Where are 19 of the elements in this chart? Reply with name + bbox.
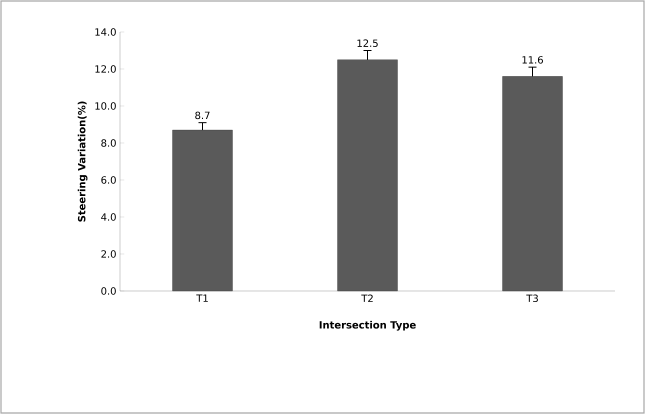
x-tick-label: T2 [361, 294, 373, 302]
bar [502, 76, 563, 292]
y-tick-label: 0.0 [101, 287, 116, 295]
y-tick-label: 2.0 [101, 250, 116, 258]
y-tick-label: 6.0 [101, 176, 116, 184]
y-tick-label: 8.0 [101, 139, 116, 147]
y-tick-label: 10.0 [95, 102, 116, 110]
data-label: 12.5 [358, 39, 378, 47]
y-tick-label: 4.0 [101, 213, 116, 221]
x-tick-label: T1 [196, 294, 208, 302]
y-axis-title: Steering Variation(%) [78, 102, 88, 222]
data-label: 8.7 [195, 112, 210, 120]
x-tick-label: T3 [526, 294, 538, 302]
bar [172, 130, 233, 292]
bar [337, 60, 398, 292]
x-axis-title: Intersection Type [320, 320, 416, 331]
y-tick-label: 12.0 [95, 65, 116, 73]
y-tick-label: 14.0 [95, 28, 116, 36]
data-label: 11.6 [522, 56, 543, 64]
